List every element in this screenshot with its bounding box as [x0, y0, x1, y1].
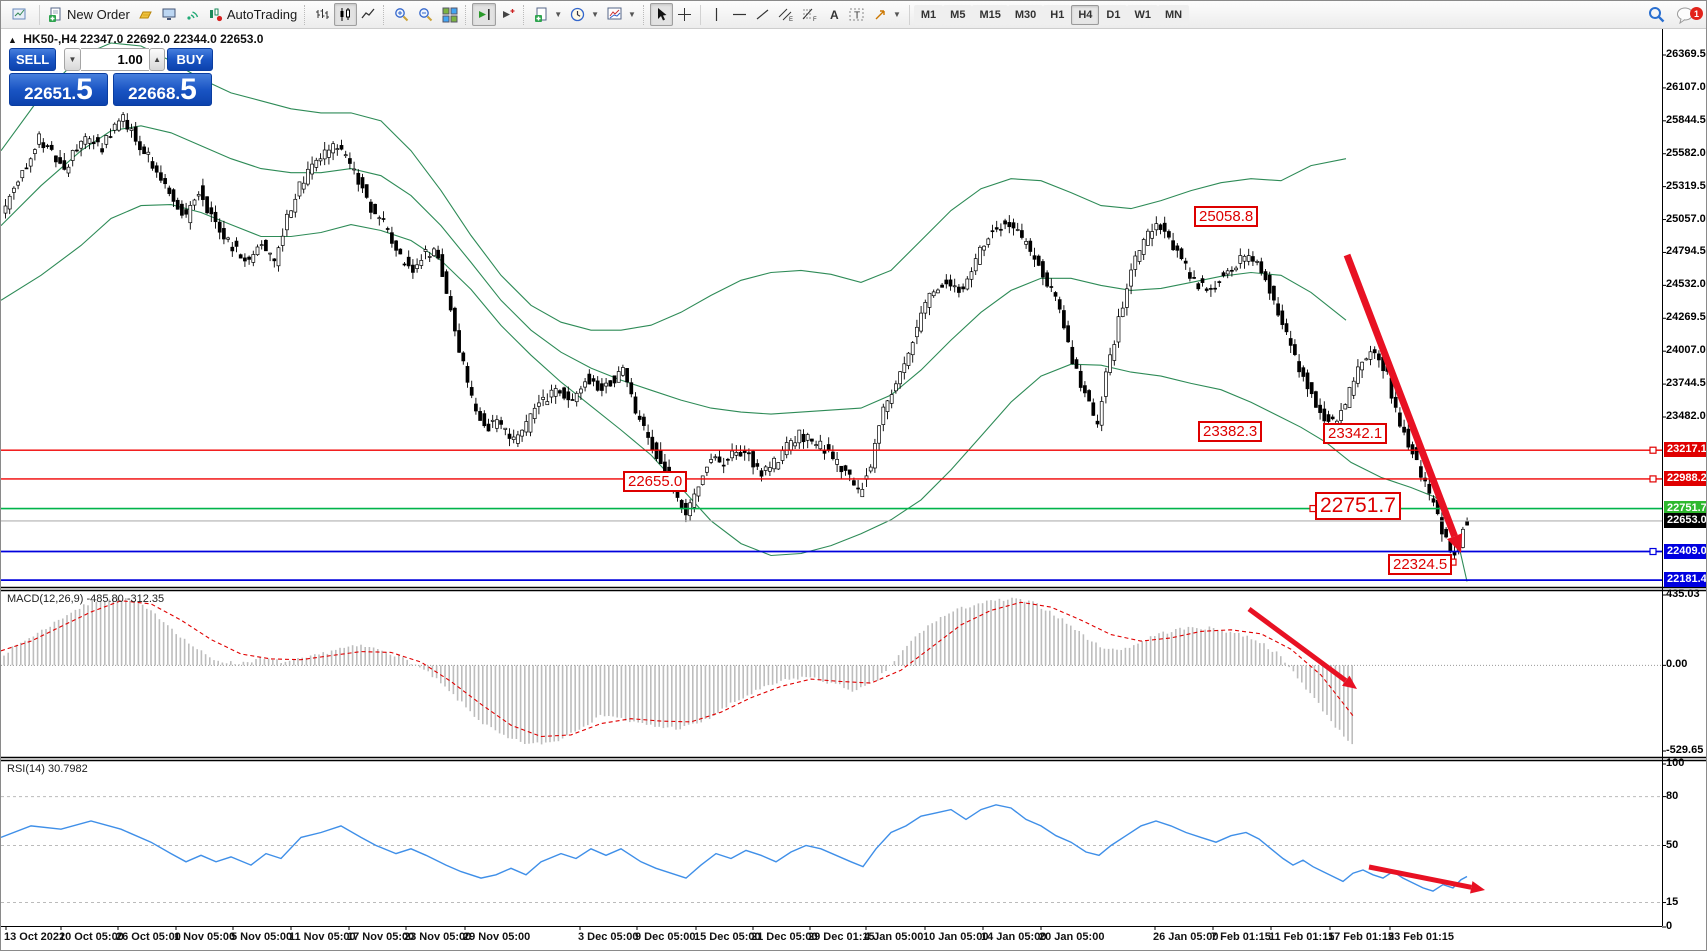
fibonacci-tool-button[interactable]: F: [798, 3, 822, 26]
gold-button[interactable]: [134, 3, 158, 26]
timeframe-h1[interactable]: H1: [1043, 4, 1072, 25]
crosshair-tool-button[interactable]: [673, 3, 696, 26]
main-toolbar: New Order AutoTrading: [1, 1, 1706, 29]
candles-layer: [3, 112, 1469, 563]
notification-badge: 1: [1690, 7, 1703, 20]
macd-histogram: [3, 596, 1353, 745]
terminal-button[interactable]: [158, 3, 181, 26]
chevron-down-icon: ▼: [554, 10, 563, 19]
timeframe-group: M1 M5 M15 M30 H1 H4 D1 W1 MN: [913, 4, 1190, 25]
sell-price-main: 22651.: [24, 83, 77, 103]
bollinger-bands: [1, 42, 1468, 582]
signal-button[interactable]: [181, 3, 204, 26]
timeframe-m5[interactable]: M5: [943, 4, 973, 25]
app-icon: [4, 2, 35, 27]
periods-button[interactable]: ▼: [566, 3, 603, 26]
autotrading-button[interactable]: AutoTrading: [204, 3, 301, 26]
sell-button[interactable]: SELL: [9, 48, 57, 71]
timeframe-h4[interactable]: H4: [1071, 4, 1100, 25]
rsi-line: [1, 804, 1468, 892]
trendline-tool-button[interactable]: [751, 3, 774, 26]
chevron-down-icon: ▼: [628, 10, 636, 19]
trend-arrow-macd[interactable]: [1247, 606, 1357, 689]
candle-chart-mode-button[interactable]: [334, 3, 358, 26]
zoom-in-button[interactable]: [390, 3, 414, 26]
svg-text:F: F: [813, 17, 817, 22]
one-click-trading-panel: SELL ▼ ▲ BUY 22651.5 22668.5: [9, 48, 213, 106]
autotrading-label: AutoTrading: [226, 7, 298, 22]
chat-icon[interactable]: 1: [1676, 6, 1703, 24]
trend-arrow-main[interactable]: [1343, 253, 1463, 553]
symbol-header: ▲ HK50-,H4 22347.0 22692.0 22344.0 22653…: [8, 32, 263, 46]
volume-input[interactable]: [80, 48, 149, 71]
text-tool-button[interactable]: A: [822, 3, 845, 26]
chevron-down-icon: ▼: [591, 10, 600, 19]
buy-button[interactable]: BUY: [167, 48, 213, 71]
line-chart-mode-button[interactable]: [357, 3, 380, 26]
horizontal-line-tool-button[interactable]: [728, 3, 751, 26]
volume-decrease-button[interactable]: ▼: [64, 48, 81, 71]
channel-tool-button[interactable]: E: [774, 3, 798, 26]
volume-increase-button[interactable]: ▲: [148, 48, 166, 71]
symbol-ohlc: 22347.0 22692.0 22344.0 22653.0: [79, 32, 264, 46]
svg-text:A: A: [830, 8, 839, 22]
auto-scroll-button[interactable]: [472, 3, 497, 26]
vertical-line-tool-button[interactable]: [705, 3, 728, 26]
search-icon[interactable]: [1648, 6, 1666, 24]
horizontal-price-lines[interactable]: [1, 446, 1662, 581]
chevron-down-icon: ▼: [892, 10, 901, 19]
new-order-label: New Order: [67, 7, 130, 22]
collapse-arrow-icon[interactable]: ▲: [8, 35, 17, 45]
chart-canvas[interactable]: [1, 29, 1707, 951]
indicators-button[interactable]: ▼: [530, 3, 566, 26]
symbol-name: HK50-,H4: [23, 32, 77, 46]
timeframe-m15[interactable]: M15: [972, 4, 1008, 25]
tile-windows-button[interactable]: [438, 3, 462, 26]
buy-price-main: 22668.: [128, 83, 181, 103]
zoom-out-button[interactable]: [414, 3, 438, 26]
timeframe-m1[interactable]: M1: [913, 4, 944, 25]
bar-chart-mode-button[interactable]: [311, 3, 334, 26]
cursor-tool-button[interactable]: [649, 3, 673, 26]
buy-price-pips: 5: [180, 73, 197, 107]
svg-text:T: T: [854, 11, 860, 22]
chart-shift-button[interactable]: [496, 3, 520, 26]
svg-text:E: E: [789, 17, 793, 22]
templates-button[interactable]: ▼: [603, 3, 640, 26]
timeframe-d1[interactable]: D1: [1099, 4, 1128, 25]
text-label-tool-button[interactable]: T: [845, 3, 869, 26]
timeframe-mn[interactable]: MN: [1157, 4, 1190, 25]
timeframe-w1[interactable]: W1: [1127, 4, 1158, 25]
sell-price-pips: 5: [76, 73, 93, 107]
arrows-tool-button[interactable]: ▼: [869, 3, 905, 26]
buy-price-display[interactable]: 22668. 5: [113, 73, 212, 106]
trend-arrow-rsi[interactable]: [1368, 864, 1485, 894]
macd-signal-line: [1, 600, 1354, 738]
timeframe-m30[interactable]: M30: [1007, 4, 1044, 25]
sell-price-display[interactable]: 22651. 5: [9, 73, 108, 106]
new-order-button[interactable]: New Order: [44, 3, 134, 26]
